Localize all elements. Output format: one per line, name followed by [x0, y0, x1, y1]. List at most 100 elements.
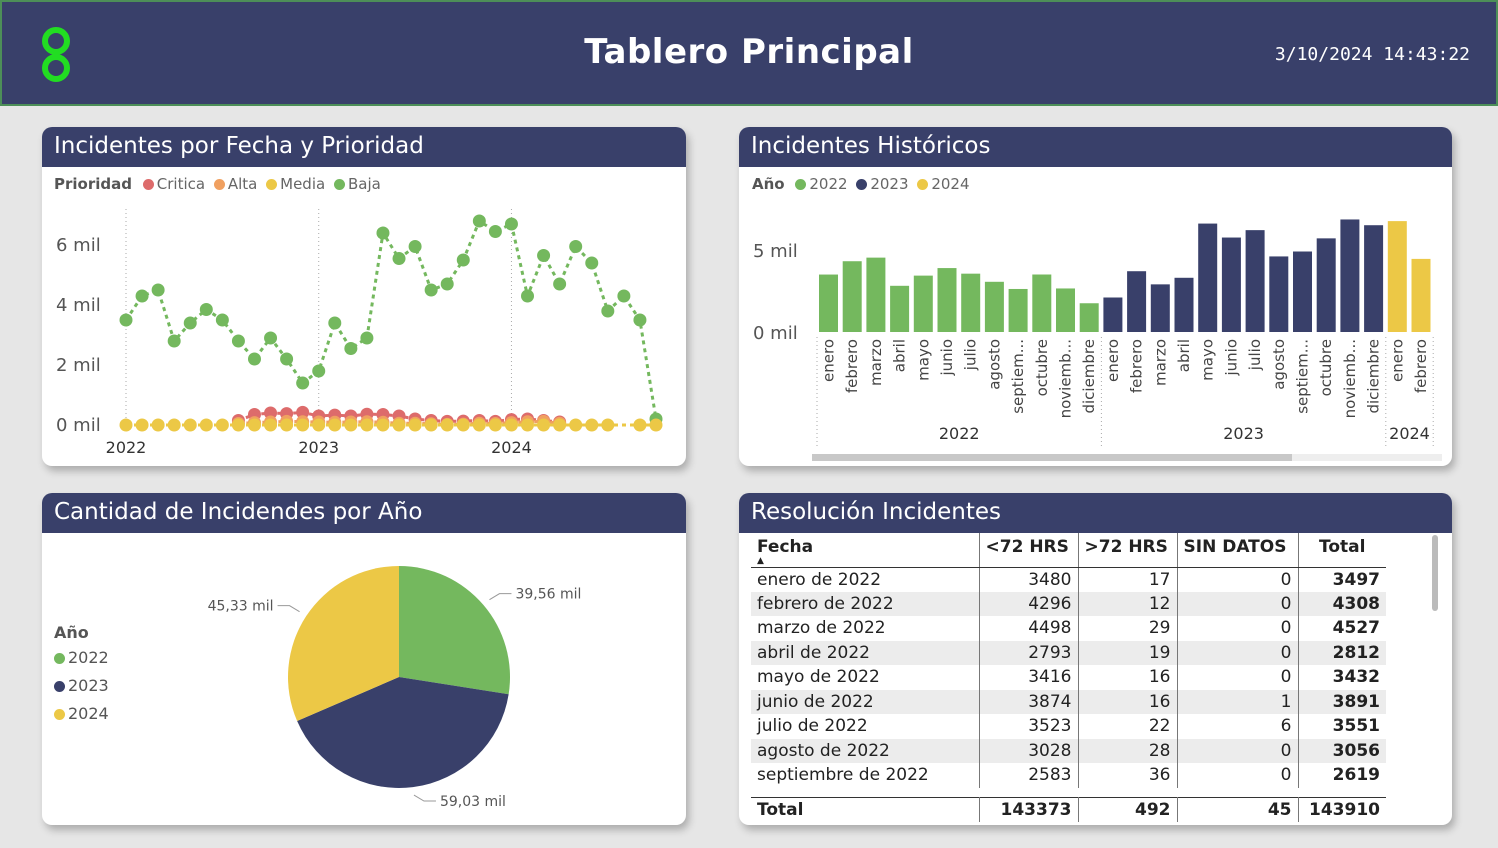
data-point-baja: [521, 289, 535, 303]
data-point-media: [264, 418, 278, 432]
table-row[interactable]: junio de 2022 3874 16 1 3891: [751, 689, 1386, 714]
pie-chart[interactable]: 39,56 mil 59,03 mil 45,33 mil: [42, 493, 686, 825]
legend-item-2022[interactable]: 2022: [54, 648, 109, 667]
data-point-media: [344, 418, 358, 432]
cell-gt72: 16: [1078, 665, 1178, 690]
bar: [1198, 223, 1218, 332]
cell-fecha: junio de 2022: [751, 689, 980, 714]
table-row[interactable]: enero de 2022 3480 17 0 3497: [751, 567, 1386, 592]
data-point-baja: [537, 249, 551, 262]
pie-slice-2024: [288, 566, 399, 722]
x-tick-label: septiem...: [1009, 339, 1027, 414]
x-tick-label: noviemb...: [1341, 339, 1359, 418]
table-row[interactable]: abril de 2022 2793 19 0 2812: [751, 640, 1386, 665]
line-chart[interactable]: 0 mil 2 mil 4 mil 6 mil 2022 2023 2024: [42, 127, 686, 466]
data-point-media: [553, 418, 567, 432]
data-point-media: [328, 418, 342, 432]
cell-lt72: 2793: [979, 640, 1079, 665]
legend-item-critica[interactable]: Critica: [142, 175, 205, 193]
legend-item-2024[interactable]: 2024: [54, 704, 109, 723]
x-tick-label: marzo: [867, 339, 885, 386]
data-point-media: [247, 418, 261, 432]
year-label: 2023: [1223, 424, 1264, 443]
legend-title: Año: [54, 623, 89, 642]
x-tick-label: enero: [820, 339, 838, 382]
data-point-baja: [392, 252, 406, 265]
table-card[interactable]: Resolución Incidentes Fecha ▲ <72 HRS >72…: [739, 493, 1452, 825]
x-tick-label: enero: [1104, 339, 1122, 382]
col-gt72[interactable]: >72 HRS: [1078, 533, 1178, 568]
data-point-baja: [183, 316, 197, 330]
data-point-baja: [456, 253, 470, 267]
col-lt72[interactable]: <72 HRS: [979, 533, 1079, 568]
bar-chart-card[interactable]: Incidentes Históricos Año 2022 2023 2024…: [739, 127, 1452, 466]
table-row[interactable]: julio de 2022 3523 22 6 3551: [751, 714, 1386, 739]
x-tick-label: julio: [1246, 339, 1264, 371]
x-tick-label: mayo: [914, 339, 932, 381]
data-point-baja: [264, 331, 278, 345]
table-row[interactable]: febrero de 2022 4296 12 0 4308: [751, 591, 1386, 616]
cell-total: 4308: [1298, 591, 1386, 616]
x-tick-label: febrero: [1412, 339, 1430, 393]
datetime-display: 3/10/2024 14:43:22: [1274, 44, 1470, 65]
pie-legend[interactable]: Año 2022 2023 2024: [54, 623, 109, 732]
data-point-baja: [472, 214, 486, 228]
total-label: Total: [751, 797, 980, 822]
data-point-media: [360, 418, 374, 432]
data-point-baja: [569, 240, 583, 253]
line-chart-card[interactable]: Incidentes por Fecha y Prioridad Priorid…: [42, 127, 686, 466]
resolution-table[interactable]: Fecha ▲ <72 HRS >72 HRS SIN DATOS Total e…: [751, 533, 1386, 788]
legend-item-2023[interactable]: 2023: [54, 676, 109, 695]
table-body: enero de 2022 3480 17 0 3497 febrero de 2022 4…: [751, 567, 1386, 788]
bar: [1056, 288, 1075, 332]
data-point-baja: [617, 289, 631, 303]
bar-chart[interactable]: 0 mil 5 mil enero febrero marzo abril mayo juni…: [739, 127, 1452, 466]
data-point-media: [408, 418, 422, 432]
data-point-baja: [440, 277, 454, 291]
data-point-media: [424, 418, 438, 432]
legend-item-alta[interactable]: Alta: [213, 175, 257, 193]
cell-lt72: 3028: [979, 738, 1079, 763]
legend-item-media[interactable]: Media: [266, 175, 325, 193]
table-row[interactable]: agosto de 2022 3028 28 0 3056: [751, 738, 1386, 763]
col-sin-datos[interactable]: SIN DATOS: [1177, 533, 1299, 568]
legend-item-baja[interactable]: Baja: [333, 175, 381, 193]
table-row[interactable]: marzo de 2022 4498 29 0 4527: [751, 616, 1386, 641]
pie-data-label: 45,33 mil: [208, 599, 274, 615]
sort-asc-icon[interactable]: ▲: [757, 556, 764, 566]
data-point-media: [119, 418, 133, 432]
data-point-baja: [344, 342, 358, 355]
data-point-baja: [231, 334, 245, 348]
data-point-media: [199, 418, 213, 432]
cell-fecha: agosto de 2022: [751, 738, 980, 763]
data-point-media: [504, 418, 518, 432]
pie-chart-title: Cantidad de Incidendes por Año: [42, 493, 686, 533]
legend-item-2022[interactable]: 2022: [795, 175, 848, 193]
cell-total: 3551: [1332, 716, 1380, 737]
legend-item-2024[interactable]: 2024: [917, 175, 970, 193]
cell-fecha: julio de 2022: [751, 714, 980, 739]
x-tick-label: febrero: [1128, 339, 1146, 393]
x-tick-label: mayo: [1199, 339, 1217, 381]
x-tick-label: 2023: [298, 438, 339, 457]
table-row[interactable]: septiembre de 2022 2583 36 0 2619: [751, 763, 1386, 788]
col-total[interactable]: Total: [1298, 533, 1386, 568]
bar: [1079, 303, 1099, 332]
cell-total: 3432: [1332, 667, 1380, 688]
data-point-baja: [151, 283, 165, 297]
bar: [1411, 258, 1431, 332]
data-point-baja: [215, 313, 229, 327]
pie-chart-card[interactable]: Cantidad de Incidendes por Año Año 2022 …: [42, 493, 686, 825]
bar: [937, 268, 957, 332]
legend-item-2023[interactable]: 2023: [856, 175, 909, 193]
cell-total: 3891: [1298, 689, 1386, 714]
priority-legend[interactable]: Prioridad Critica Alta Media Baja: [54, 175, 385, 193]
data-point-media: [585, 418, 599, 432]
data-point-media: [280, 418, 294, 432]
cell-total: 2619: [1332, 765, 1380, 786]
table-scrollbar[interactable]: [1432, 535, 1438, 611]
year-legend[interactable]: Año 2022 2023 2024: [752, 175, 974, 193]
col-fecha[interactable]: Fecha ▲: [751, 533, 980, 568]
cell-lt72: 3416: [979, 665, 1079, 690]
table-row[interactable]: mayo de 2022 3416 16 0 3432: [751, 665, 1386, 690]
